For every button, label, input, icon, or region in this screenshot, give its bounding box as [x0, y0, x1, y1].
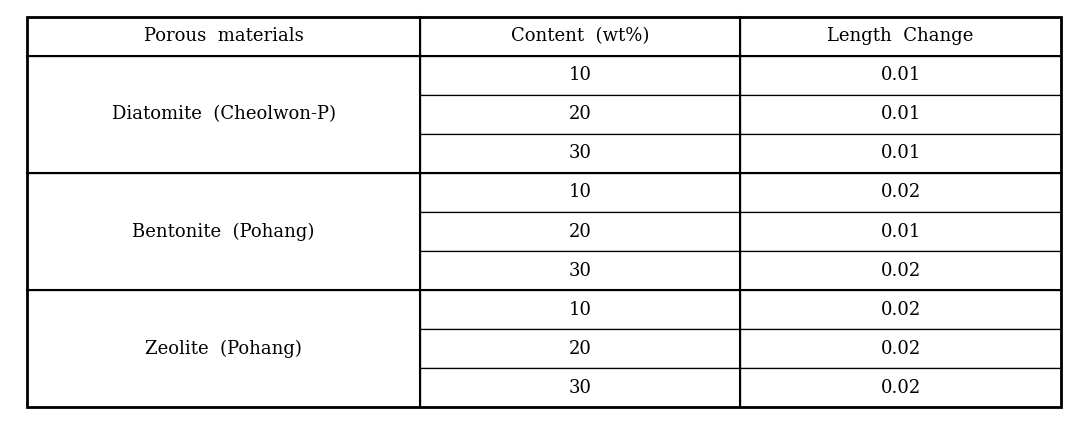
Bar — [420, 212, 740, 251]
Bar — [740, 212, 1061, 251]
Bar — [420, 17, 740, 56]
Bar — [420, 134, 740, 173]
Text: 30: 30 — [569, 145, 592, 162]
Text: 20: 20 — [569, 340, 592, 357]
Text: 0.02: 0.02 — [880, 262, 920, 279]
Bar — [740, 95, 1061, 134]
Bar — [420, 290, 740, 329]
Bar — [27, 173, 420, 290]
Bar — [420, 251, 740, 290]
Text: 0.01: 0.01 — [880, 145, 920, 162]
Text: 0.01: 0.01 — [880, 223, 920, 240]
Bar — [740, 329, 1061, 368]
Bar — [420, 95, 740, 134]
Text: Bentonite  (Pohang): Bentonite (Pohang) — [133, 222, 314, 241]
Text: 20: 20 — [569, 106, 592, 123]
Text: Content  (wt%): Content (wt%) — [511, 28, 650, 45]
Text: 30: 30 — [569, 379, 592, 396]
Bar — [740, 134, 1061, 173]
Text: Length  Change: Length Change — [827, 28, 974, 45]
Text: Porous  materials: Porous materials — [144, 28, 304, 45]
Text: 0.01: 0.01 — [880, 67, 920, 84]
Bar — [27, 17, 420, 56]
Text: 0.02: 0.02 — [880, 379, 920, 396]
Text: 0.02: 0.02 — [880, 340, 920, 357]
Bar — [420, 56, 740, 95]
Text: Diatomite  (Cheolwon-P): Diatomite (Cheolwon-P) — [112, 106, 335, 123]
Bar — [740, 368, 1061, 407]
Text: 30: 30 — [569, 262, 592, 279]
Text: 10: 10 — [569, 184, 592, 201]
Bar — [740, 173, 1061, 212]
Text: 0.01: 0.01 — [880, 106, 920, 123]
Text: 0.02: 0.02 — [880, 301, 920, 318]
Text: 0.02: 0.02 — [880, 184, 920, 201]
Bar — [420, 173, 740, 212]
Bar — [420, 368, 740, 407]
Bar — [27, 290, 420, 407]
Bar — [27, 56, 420, 173]
Text: 20: 20 — [569, 223, 592, 240]
Bar — [740, 251, 1061, 290]
Text: 10: 10 — [569, 301, 592, 318]
Text: Zeolite  (Pohang): Zeolite (Pohang) — [145, 339, 302, 358]
Bar — [740, 290, 1061, 329]
Bar — [740, 56, 1061, 95]
Bar — [420, 329, 740, 368]
Text: 10: 10 — [569, 67, 592, 84]
Bar — [740, 17, 1061, 56]
